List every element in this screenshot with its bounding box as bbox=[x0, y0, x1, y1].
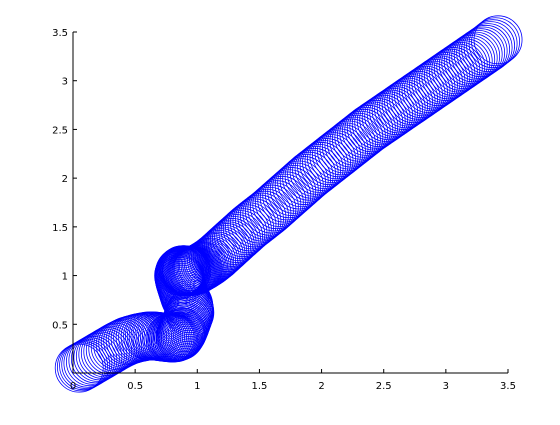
data-point-circle bbox=[456, 28, 506, 78]
data-point-circle bbox=[202, 223, 251, 272]
data-point-circle bbox=[331, 114, 381, 164]
data-point-circle bbox=[200, 224, 250, 274]
data-point-circle bbox=[463, 23, 513, 72]
data-point-circle bbox=[235, 194, 284, 244]
x-axis: 0 0.5 1 1.5 2 2.5 3 3.5 bbox=[70, 369, 516, 392]
data-point-circle bbox=[222, 204, 272, 254]
data-point-circle bbox=[185, 237, 235, 287]
data-point-circle bbox=[451, 31, 501, 81]
data-point-circle bbox=[461, 24, 511, 74]
data-point-circle bbox=[334, 112, 384, 162]
data-point-circle bbox=[324, 120, 374, 170]
data-point-circle bbox=[329, 116, 379, 166]
data-point-circle bbox=[227, 200, 277, 250]
y-tick-label: 0.5 bbox=[52, 320, 68, 331]
data-point-circle bbox=[70, 334, 120, 384]
y-tick-label: 2 bbox=[62, 174, 68, 185]
y-axis: 0.5 1 1.5 2 2.5 3 3.5 bbox=[52, 28, 77, 373]
x-tick-label: 1 bbox=[194, 381, 200, 392]
data-point-circle bbox=[458, 26, 508, 76]
data-point-circle bbox=[189, 234, 238, 284]
y-tick-label: 1 bbox=[62, 272, 68, 283]
x-tick-label: 0.5 bbox=[127, 381, 143, 392]
data-point-circle bbox=[66, 337, 115, 387]
data-point-circle bbox=[264, 169, 314, 219]
data-point-circle bbox=[230, 198, 279, 248]
data-point-circle bbox=[269, 164, 319, 214]
data-point-circle bbox=[453, 30, 503, 79]
data-point-circle bbox=[95, 320, 145, 369]
data-point-circle bbox=[225, 202, 274, 252]
data-point-circle bbox=[59, 341, 108, 391]
y-tick-label: 1.5 bbox=[52, 223, 68, 234]
x-tick-label: 3.5 bbox=[500, 381, 516, 392]
data-point-circle bbox=[177, 242, 227, 291]
data-point-circle bbox=[277, 158, 327, 208]
x-tick-label: 1.5 bbox=[251, 381, 267, 392]
data-point-circle bbox=[73, 333, 123, 382]
x-tick-label: 3 bbox=[443, 381, 449, 392]
data-point-circle bbox=[267, 167, 317, 216]
data-point-circle bbox=[232, 196, 282, 246]
data-point-circle bbox=[468, 19, 518, 69]
data-point-circle bbox=[322, 122, 371, 172]
data-point-circle bbox=[274, 160, 324, 210]
y-tick-label: 3 bbox=[62, 77, 68, 88]
y-tick-label: 3.5 bbox=[52, 28, 68, 39]
data-point-circle bbox=[466, 21, 516, 71]
y-tick-label: 2.5 bbox=[52, 125, 68, 136]
data-point-circle bbox=[61, 340, 111, 389]
data-point-circle bbox=[190, 233, 240, 282]
data-point-circle bbox=[473, 15, 523, 65]
x-tick-label: 2.5 bbox=[376, 381, 392, 392]
data-point-circle bbox=[319, 124, 369, 174]
data-point-circle bbox=[171, 245, 221, 295]
data-point-circle bbox=[207, 218, 257, 267]
x-tick-label: 2 bbox=[318, 381, 324, 392]
data-point-circle bbox=[100, 317, 150, 367]
plot-area bbox=[54, 15, 523, 393]
data-point-circle bbox=[220, 206, 270, 256]
data-point-circle bbox=[471, 17, 520, 67]
data-point-circle bbox=[272, 162, 322, 212]
data-point-circle bbox=[326, 118, 376, 168]
data-point-circle bbox=[63, 338, 113, 388]
x-tick-label: 0 bbox=[70, 381, 76, 392]
data-point-circle bbox=[279, 156, 329, 205]
data-point-circle bbox=[237, 192, 287, 242]
